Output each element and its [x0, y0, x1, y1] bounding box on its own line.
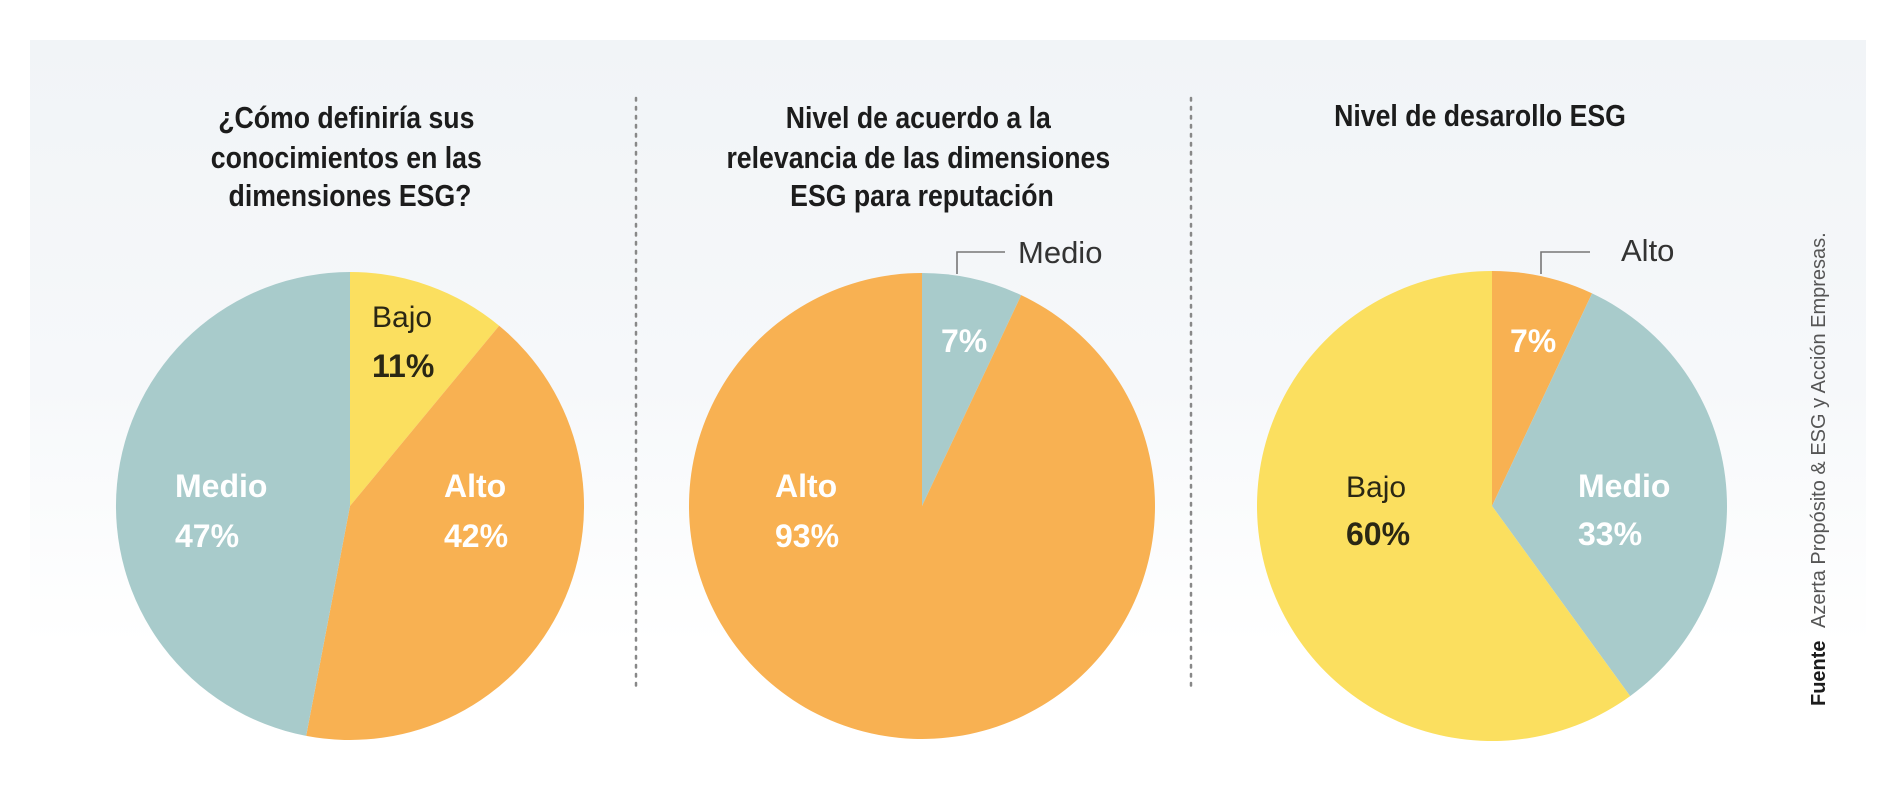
pie-slices: [1257, 271, 1727, 742]
slice-value-medio: 33%: [1578, 516, 1642, 552]
callout-leader-line: [1540, 251, 1590, 274]
svg-text:Nivel de desarollo ESG: Nivel de desarollo ESG: [1334, 99, 1626, 133]
pie-chart-knowledge: ¿Cómo definiría sus conocimientos en las…: [115, 101, 585, 741]
slice-value-alto: 7%: [1510, 323, 1556, 359]
svg-text:Nivel de acuerdo a la re: Nivel de acuerdo a la relevancia de las …: [726, 101, 1117, 213]
callout-leader-line: [956, 251, 1005, 274]
chart-title-line: dimensiones ESG?: [229, 179, 472, 213]
chart-title-line: Nivel de acuerdo a la: [786, 101, 1052, 135]
chart-title-line: ¿Cómo definiría sus: [218, 101, 474, 135]
pie-slice-medio: [115, 272, 351, 736]
slice-label-alto: Alto: [444, 468, 506, 504]
chart-title-line: conocimientos en las: [211, 141, 482, 175]
source-label: Fuente: [1808, 640, 1830, 706]
callout-label-alto: Alto: [1621, 233, 1674, 268]
slice-value-medio: 47%: [175, 518, 239, 554]
pie-slice-alto: [306, 325, 585, 741]
svg-text:¿Cómo definiría sus cono: ¿Cómo definiría sus conocimientos en las…: [211, 101, 489, 213]
pie-slices: [115, 272, 585, 741]
slice-label-alto: Alto: [775, 468, 837, 504]
slice-value-alto: 93%: [775, 518, 839, 554]
source-text: Azerta Propósito & ESG y Acción Empresas…: [1808, 232, 1830, 628]
chart-title-line: relevancia de las dimensiones: [726, 141, 1110, 175]
slice-value-bajo: 11%: [372, 348, 434, 384]
column-dividers: [634, 96, 1193, 688]
pie-slice-bajo: [1257, 271, 1631, 742]
slice-label-medio: Medio: [175, 468, 267, 504]
pie-slice-alto: [688, 272, 1155, 739]
pie-slice-bajo: [350, 272, 500, 506]
chart-title-line: Nivel de desarollo ESG: [1334, 99, 1626, 133]
slice-label-bajo: Bajo: [1346, 471, 1406, 504]
pie-slices: [688, 272, 1155, 739]
slice-value-alto: 42%: [444, 518, 508, 554]
pie-slice-medio: [922, 273, 1022, 506]
pie-chart-development: Nivel de desarollo ESG Alto 7% Medio 33%…: [1257, 99, 1727, 742]
chart-title-line: ESG para reputación: [790, 179, 1054, 213]
slice-label-bajo: Bajo: [372, 301, 432, 334]
source-note: Fuente Azerta Propósito & ESG y Acción E…: [1808, 232, 1830, 706]
slice-value-medio: 7%: [941, 323, 987, 359]
pie-chart-relevance: Nivel de acuerdo a la relevancia de las …: [688, 101, 1155, 739]
slice-value-bajo: 60%: [1346, 516, 1410, 552]
pie-slice-alto: [1492, 271, 1593, 506]
pie-slice-medio: [1492, 293, 1727, 697]
slice-label-medio: Medio: [1578, 468, 1670, 504]
callout-label-medio: Medio: [1018, 235, 1102, 270]
